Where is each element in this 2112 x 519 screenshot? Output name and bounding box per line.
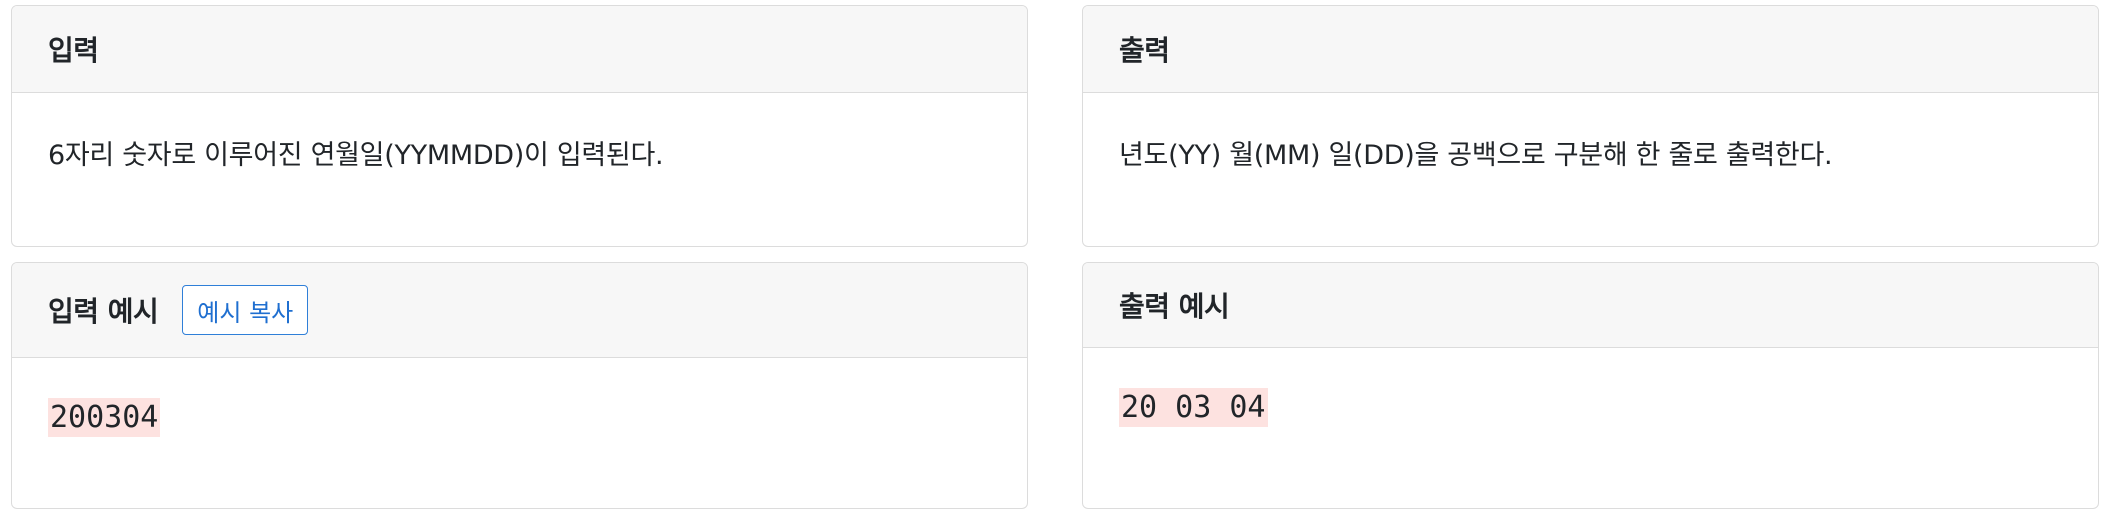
output-description: 년도(YY) 월(MM) 일(DD)을 공백으로 구분해 한 줄로 출력한다.: [1119, 140, 1833, 171]
input-card-header: 입력: [12, 6, 1027, 93]
output-example-title: 출력 예시: [1119, 290, 1230, 323]
output-card: 출력 년도(YY) 월(MM) 일(DD)을 공백으로 구분해 한 줄로 출력한…: [1082, 5, 2099, 247]
input-description: 6자리 숫자로 이루어진 연월일(YYMMDD)이 입력된다.: [48, 140, 664, 171]
input-example-header: 입력 예시 예시 복사: [12, 263, 1027, 358]
output-card-header: 출력: [1083, 6, 2098, 93]
output-title: 출력: [1119, 34, 1170, 67]
output-example-card: 출력 예시 20 03 04: [1082, 262, 2099, 509]
input-card: 입력 6자리 숫자로 이루어진 연월일(YYMMDD)이 입력된다.: [11, 5, 1028, 247]
input-title: 입력: [48, 34, 99, 67]
input-card-body: 6자리 숫자로 이루어진 연월일(YYMMDD)이 입력된다.: [12, 93, 1027, 172]
output-example-body: 20 03 04: [1083, 348, 2098, 427]
input-example-body: 200304: [12, 358, 1027, 437]
output-example-header: 출력 예시: [1083, 263, 2098, 348]
input-example-title: 입력 예시: [48, 295, 159, 328]
input-example-value: 200304: [48, 398, 161, 437]
copy-example-button[interactable]: 예시 복사: [182, 285, 309, 335]
output-example-value: 20 03 04: [1119, 388, 1268, 427]
input-example-card: 입력 예시 예시 복사 200304: [11, 262, 1028, 509]
output-card-body: 년도(YY) 월(MM) 일(DD)을 공백으로 구분해 한 줄로 출력한다.: [1083, 93, 2098, 172]
